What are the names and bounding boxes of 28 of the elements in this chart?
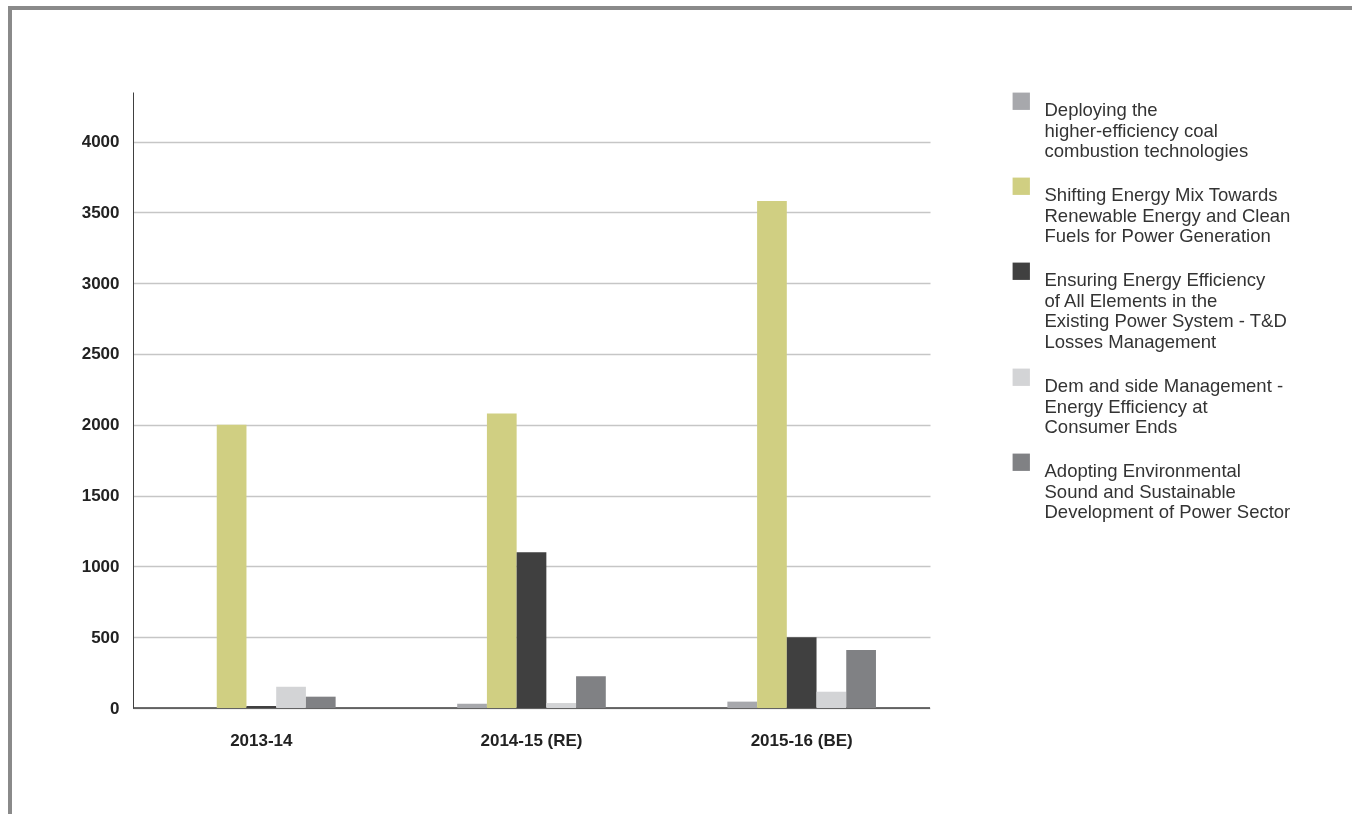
bar (276, 686, 306, 708)
y-tick-label: 500 (91, 627, 120, 647)
legend-label: Dem and side Management - Energy Efficiency at Consumer Ends (1044, 375, 1284, 438)
y-tick-label: 1500 (81, 486, 120, 506)
bar (457, 703, 487, 708)
bar (305, 696, 336, 708)
y-tick-label: 4000 (81, 132, 120, 152)
legend-label: Adopting Environmental Sound and Sustainable Development of Power Sector (1044, 460, 1291, 523)
bar (727, 701, 758, 708)
bar (486, 413, 517, 708)
x-tick-label: 2015-16 (BE) (750, 730, 853, 750)
y-tick-label: 2000 (81, 415, 120, 435)
bar (846, 649, 876, 708)
y-tick-label: 2500 (81, 344, 120, 364)
y-tick-label: 3000 (81, 273, 120, 293)
y-tick-label: 1000 (81, 556, 120, 576)
legend-label: Deploying the higher-efficiency coal combustion technologies (1044, 99, 1249, 162)
bar (757, 201, 787, 708)
legend-label: Ensuring Energy Efficiency of All Elements in the Existing Power System - T&D Losses Management (1044, 269, 1287, 352)
y-tick-label: 0 (110, 698, 120, 718)
bar (546, 703, 577, 708)
bar (576, 676, 606, 708)
x-tick-label: 2013-14 (230, 730, 294, 750)
bar (816, 691, 847, 708)
bar (216, 424, 247, 708)
legend-label: Shifting Energy Mix Towards Renewable Energy and Clean Fuels for Power Generation (1044, 184, 1291, 247)
y-tick-label: 3500 (81, 202, 120, 222)
x-tick-label: 2014-15 (RE) (480, 730, 583, 750)
